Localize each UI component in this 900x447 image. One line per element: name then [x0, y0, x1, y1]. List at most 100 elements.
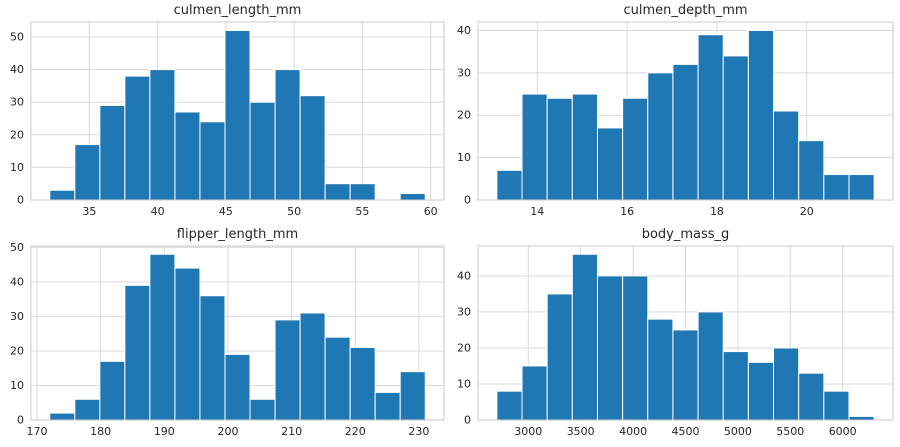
x-tick-label: 5500 — [776, 425, 804, 438]
x-tick-label: 230 — [408, 425, 429, 438]
histogram-bar — [546, 97, 573, 201]
histogram-bar — [773, 110, 800, 201]
subplot-culmen-depth-mm: 0 10 20 30 40 14 16 18 20 — [457, 21, 894, 218]
histogram-bar — [722, 351, 749, 421]
histogram-bar — [622, 275, 649, 421]
histogram-bar — [199, 121, 226, 201]
histogram-bar — [324, 336, 351, 421]
histogram-bar — [747, 29, 775, 201]
histogram-bar — [349, 347, 376, 421]
axes-spines — [477, 21, 894, 201]
x-tick-label: 4500 — [672, 425, 700, 438]
y-tick-label: 30 — [10, 96, 24, 109]
histogram-bar — [174, 267, 201, 421]
histogram-bar — [647, 72, 674, 201]
histogram-bar — [596, 127, 624, 201]
histogram-bar — [399, 371, 426, 421]
histogram-bar — [798, 372, 825, 421]
x-tick-label: 40 — [151, 205, 165, 218]
x-tick-label: 180 — [90, 425, 111, 438]
axes-spines — [477, 245, 894, 421]
histogram-bar — [596, 275, 624, 421]
histogram-bar — [149, 69, 176, 201]
y-tick-label: 50 — [10, 241, 24, 254]
histogram-bar — [747, 361, 775, 421]
y-tick-label: 0 — [464, 194, 471, 207]
y-tick-label: 50 — [10, 30, 24, 43]
y-tick-label: 40 — [457, 269, 471, 282]
histogram-bar — [299, 312, 326, 421]
x-tick-label: 5000 — [724, 425, 752, 438]
histogram-bar — [521, 93, 548, 201]
y-tick-label: 0 — [17, 414, 24, 427]
histogram-bar — [199, 295, 226, 421]
histogram-bar — [571, 93, 598, 201]
histogram-bar — [224, 353, 251, 421]
histogram-bar — [697, 311, 724, 421]
histogram-bar — [647, 318, 674, 421]
x-tick-label: 18 — [710, 205, 724, 218]
histogram-bar — [49, 412, 76, 421]
histogram-bar — [521, 365, 548, 421]
y-tick-label: 10 — [10, 379, 24, 392]
x-tick-label: 35 — [82, 205, 96, 218]
x-tick-label: 210 — [281, 425, 302, 438]
histogram-bar — [49, 189, 76, 201]
histogram-bar — [798, 140, 825, 201]
y-tick-label: 20 — [10, 128, 24, 141]
x-tick-label: 4000 — [619, 425, 647, 438]
x-tick-label: 220 — [345, 425, 366, 438]
y-tick-label: 10 — [457, 151, 471, 164]
y-tick-label: 30 — [457, 66, 471, 79]
subplot-flipper-length-mm: 0 10 20 30 40 50 170 180 190 200 210 220 230 — [10, 241, 445, 438]
histogram-bar — [74, 398, 101, 421]
axes-spines — [30, 245, 445, 421]
histogram-bar — [249, 101, 276, 201]
y-tick-label: 10 — [10, 161, 24, 174]
histogram-bar — [722, 55, 749, 201]
histogram-bar — [99, 104, 126, 201]
y-tick-label: 40 — [10, 275, 24, 288]
subplot-title-culmen-length: culmen_length_mm — [173, 3, 302, 18]
x-tick-label: 50 — [287, 205, 301, 218]
histogram-bar — [149, 253, 176, 421]
histogram-bar — [848, 174, 875, 201]
histogram-bar — [571, 253, 598, 421]
histogram-bar — [299, 95, 326, 201]
histogram-bar — [399, 192, 426, 201]
histogram-bar — [324, 183, 351, 201]
y-tick-label: 20 — [457, 341, 471, 354]
histogram-bar — [496, 169, 523, 201]
subplot-body-mass-g: 0 10 20 30 40 3000 3500 4000 4500 5000 5500 6000 — [457, 245, 894, 438]
histogram-bar — [349, 183, 376, 201]
x-tick-label: 200 — [217, 425, 238, 438]
y-tick-label: 30 — [10, 310, 24, 323]
subplot-title-body-mass: body_mass_g — [641, 227, 730, 242]
histogram-bar — [848, 415, 875, 421]
x-tick-label: 20 — [800, 205, 814, 218]
histogram-bar — [672, 63, 699, 201]
y-tick-label: 20 — [457, 109, 471, 122]
histogram-bar — [672, 329, 699, 421]
x-tick-label: 16 — [620, 205, 634, 218]
histogram-bar — [274, 69, 301, 201]
histogram-bar — [124, 284, 151, 421]
y-tick-label: 40 — [10, 63, 24, 76]
histogram-bar — [374, 391, 401, 421]
x-tick-label: 60 — [424, 205, 438, 218]
subplot-culmen-length-mm: 0 10 20 30 40 50 35 40 45 50 55 60 — [10, 21, 445, 218]
y-tick-label: 40 — [457, 24, 471, 37]
histogram-bar — [823, 174, 850, 201]
histogram-bar — [224, 29, 251, 201]
x-tick-label: 6000 — [829, 425, 857, 438]
subplot-title-culmen-depth: culmen_depth_mm — [623, 3, 748, 18]
subplot-title-flipper-length: flipper_length_mm — [176, 227, 299, 242]
y-tick-label: 0 — [464, 414, 471, 427]
histogram-bar — [274, 319, 301, 421]
histogram-bar — [823, 390, 850, 421]
y-tick-label: 20 — [10, 344, 24, 357]
x-tick-label: 55 — [355, 205, 369, 218]
y-tick-label: 0 — [17, 194, 24, 207]
